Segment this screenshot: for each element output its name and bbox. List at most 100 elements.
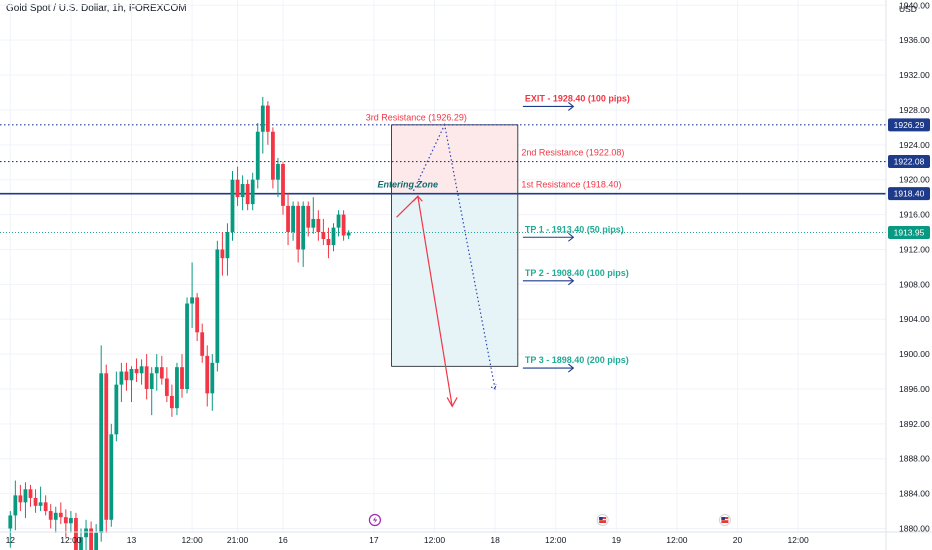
- candle-body: [235, 179, 240, 198]
- tp1-target-label: TP 1 - 1913.40 (50 pips): [525, 224, 624, 234]
- candle: [240, 175, 245, 211]
- y-tick-label: 1936.00: [899, 35, 930, 45]
- candle-body: [200, 332, 205, 356]
- candle-body: [28, 489, 33, 498]
- candle-body: [271, 131, 275, 180]
- level-price-tag[interactable]: 1918.40: [888, 187, 930, 201]
- grid-layer: [0, 0, 886, 532]
- x-tick-label: 12:00: [424, 535, 446, 545]
- candle: [316, 210, 321, 241]
- chart-title: Gold Spot / U.S. Dollar, 1h, FOREXCOM: [6, 3, 187, 14]
- flag-canton: [721, 517, 725, 520]
- candle: [225, 223, 230, 276]
- candle-body: [240, 184, 245, 198]
- y-tick-label: 1932.00: [899, 70, 930, 80]
- tp1-target-arrowhead: [568, 232, 575, 242]
- candle: [74, 512, 78, 550]
- x-tick-label: 12:00: [181, 535, 203, 545]
- candle: [28, 484, 33, 507]
- y-tick-label: 1884.00: [899, 489, 930, 499]
- candle-body: [74, 518, 78, 550]
- y-tick-label: 1904.00: [899, 314, 930, 324]
- candle: [99, 345, 104, 542]
- candle-body: [69, 518, 73, 524]
- candle: [109, 423, 114, 527]
- candle-body: [58, 512, 63, 518]
- candle-body: [164, 378, 169, 396]
- candle-body: [316, 218, 321, 233]
- candle: [220, 232, 225, 276]
- candle-body: [210, 362, 215, 394]
- candle: [210, 354, 215, 411]
- x-tick-label: 12: [6, 535, 16, 545]
- candle-body: [119, 371, 124, 385]
- current-price-tag[interactable]: 1913.95: [888, 225, 930, 239]
- candle-body: [175, 367, 179, 409]
- candle: [119, 362, 124, 403]
- x-tick-label: 16: [278, 535, 288, 545]
- annotation-1st-resistance: 1st Resistance (1918.40): [521, 180, 621, 190]
- candle: [124, 362, 129, 391]
- tp2-target-arrowhead: [568, 276, 575, 286]
- candle: [336, 210, 341, 237]
- y-tick-label: 1908.00: [899, 279, 930, 289]
- candle-body: [79, 537, 83, 550]
- candle-body: [109, 434, 114, 520]
- exit-target-arrowhead: [568, 102, 575, 111]
- candle: [43, 495, 48, 516]
- level-price-tag[interactable]: 1922.08: [888, 155, 930, 169]
- candle-body: [124, 371, 129, 381]
- y-tick-label: 1900.00: [899, 349, 930, 359]
- candle-body: [245, 184, 250, 205]
- x-tick-label: 18: [490, 535, 500, 545]
- candle-body: [286, 205, 290, 233]
- candle: [291, 201, 295, 241]
- candle-body: [63, 517, 68, 524]
- candle-body: [170, 395, 174, 409]
- candle: [89, 521, 93, 550]
- candle-body: [346, 232, 351, 236]
- candle: [245, 179, 250, 211]
- price-tag-bg: [888, 155, 930, 169]
- candle: [296, 201, 301, 263]
- candle: [84, 519, 88, 550]
- projection-dotted-path: [411, 122, 496, 390]
- candle-body: [306, 205, 311, 228]
- candle-body: [89, 528, 93, 550]
- candle-body: [220, 249, 225, 259]
- candle: [265, 101, 270, 145]
- candle: [134, 358, 139, 383]
- candle-body: [215, 249, 220, 363]
- candle-body: [260, 105, 265, 132]
- level-price-tag[interactable]: 1926.29: [888, 118, 930, 132]
- price-tag-text: 1913.95: [894, 227, 925, 237]
- candle-body: [190, 297, 194, 304]
- candle: [255, 123, 260, 189]
- candle-body: [23, 489, 28, 503]
- annotation-entering-zone: Entering Zone: [377, 180, 438, 190]
- candle: [38, 486, 43, 512]
- candle: [23, 482, 28, 519]
- candle: [139, 359, 144, 385]
- candle-body: [94, 532, 99, 550]
- candle: [321, 218, 326, 246]
- target-zone-box: [391, 193, 518, 367]
- tp3-target-label: TP 3 - 1898.40 (200 pips): [525, 355, 629, 365]
- y-tick-label: 1888.00: [899, 454, 930, 464]
- candle-body: [250, 179, 255, 205]
- candle: [200, 323, 205, 363]
- candle-body: [291, 205, 295, 233]
- candlestick-series: [8, 96, 351, 550]
- annotation-3rd-resistance: 3rd Resistance (1926.29): [366, 112, 467, 122]
- candle: [260, 96, 265, 154]
- tp2-target-label: TP 2 - 1908.40 (100 pips): [525, 268, 629, 278]
- candle: [301, 201, 306, 267]
- candle-body: [265, 105, 270, 132]
- y-tick-label: 1940.00: [899, 0, 930, 10]
- annotation-2nd-resistance: 2nd Resistance (1922.08): [521, 148, 624, 158]
- candle: [129, 366, 134, 403]
- y-tick-label: 1916.00: [899, 210, 930, 220]
- candle-body: [311, 218, 316, 228]
